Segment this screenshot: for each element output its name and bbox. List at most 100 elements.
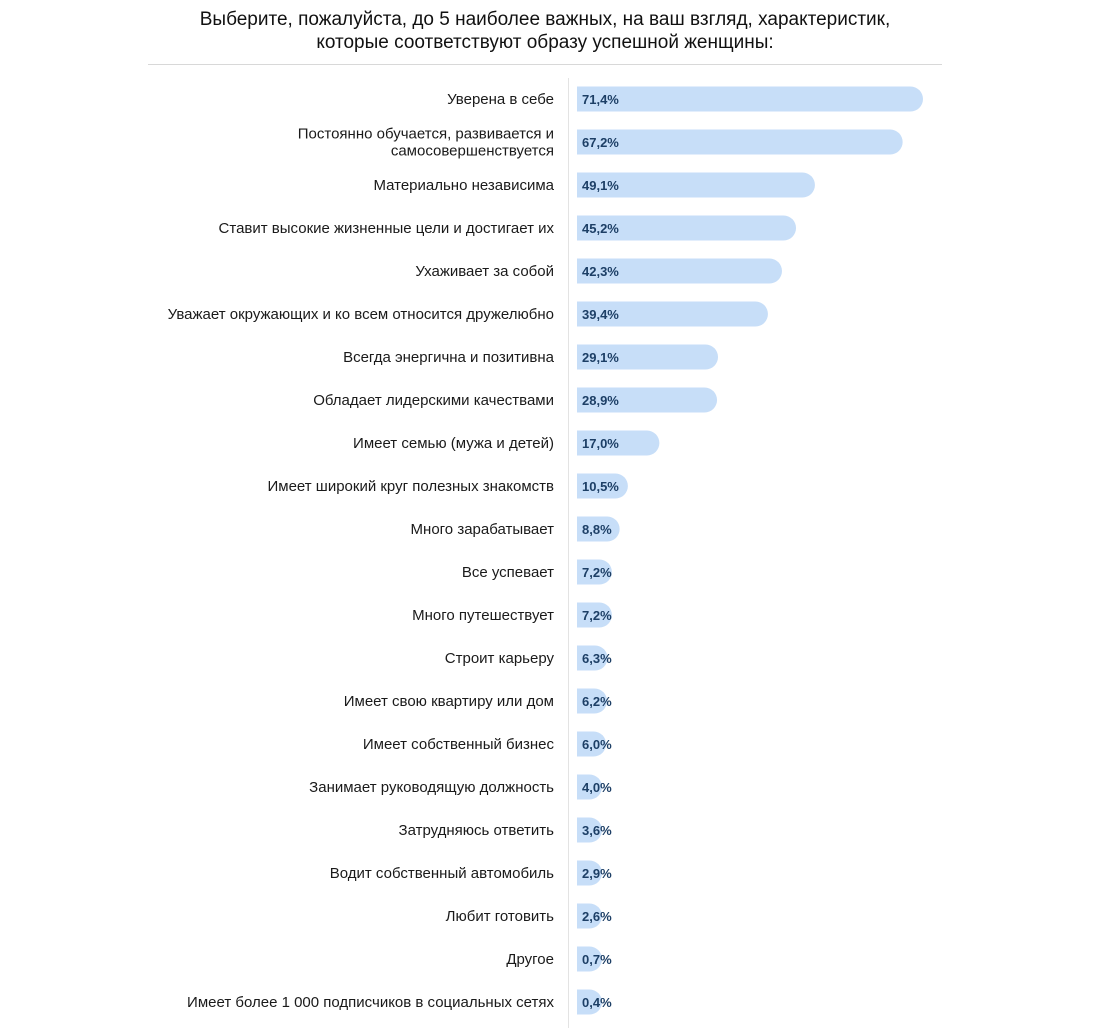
bar-left-edge-17	[577, 817, 590, 843]
bar-left-edge-13	[577, 645, 590, 671]
value-label-12: 7,2%	[582, 608, 612, 623]
bar-9	[577, 473, 628, 499]
category-label-18-line-0: Водит собственный автомобиль	[330, 865, 554, 882]
category-label-10-line-0: Много зарабатывает	[411, 521, 555, 538]
bar-4	[577, 258, 782, 284]
category-label-20: Другое	[506, 951, 554, 968]
value-label-18: 2,9%	[582, 866, 612, 881]
category-label-12: Много путешествует	[412, 607, 554, 624]
bar-left-edge-7	[577, 387, 590, 413]
bar-left-edge-3	[577, 215, 590, 241]
value-label-20: 0,7%	[582, 952, 612, 967]
category-label-1: Постоянно обучается, развивается и самосо…	[298, 126, 554, 160]
category-label-3-line-0: Ставит высокие жизненные цели и достигае…	[219, 220, 555, 237]
category-label-6-line-0: Всегда энергична и позитивна	[343, 349, 555, 366]
category-label-0: Уверена в себе	[447, 91, 554, 108]
value-label-11: 7,2%	[582, 565, 612, 580]
bar-left-edge-8	[577, 430, 590, 456]
bar-left-edge-2	[577, 172, 590, 198]
value-label-5: 39,4%	[582, 307, 619, 322]
category-label-19-line-0: Любит готовить	[446, 908, 555, 925]
bar-left-edge-10	[577, 516, 590, 542]
category-label-9-line-0: Имеет широкий круг полезных знакомств	[267, 478, 554, 495]
value-label-16: 4,0%	[582, 780, 612, 795]
category-label-16: Занимает руководящую должность	[309, 779, 554, 796]
bar-left-edge-16	[577, 774, 590, 800]
bar-left-edge-18	[577, 860, 590, 886]
bar-left-edge-21	[577, 989, 590, 1015]
category-label-14: Имеет свою квартиру или дом	[344, 693, 554, 710]
bar-6	[577, 344, 719, 370]
chart-title-line-1: Выберите, пожалуйста, до 5 наиболее важн…	[199, 9, 891, 30]
value-label-13: 6,3%	[582, 651, 612, 666]
bar-left-edge-4	[577, 258, 590, 284]
bar-0	[577, 86, 923, 112]
bar-1	[577, 129, 903, 155]
value-label-9: 10,5%	[582, 479, 619, 494]
category-label-13-line-0: Строит карьеру	[445, 650, 555, 667]
category-label-6: Всегда энергична и позитивна	[343, 349, 555, 366]
category-label-15-line-0: Имеет собственный бизнес	[363, 736, 555, 753]
category-label-10: Много зарабатывает	[411, 521, 555, 538]
bar-3	[577, 215, 797, 241]
value-label-3: 45,2%	[582, 221, 619, 236]
bar-left-edge-12	[577, 602, 590, 628]
category-label-4-line-0: Ухаживает за собой	[415, 263, 554, 280]
bar-7	[577, 387, 718, 413]
category-label-3: Ставит высокие жизненные цели и достигае…	[219, 220, 555, 237]
category-label-18: Водит собственный автомобиль	[330, 865, 554, 882]
value-label-1: 67,2%	[582, 135, 619, 150]
title-divider	[148, 64, 942, 65]
bar-left-edge-6	[577, 344, 590, 370]
category-label-2: Материально независима	[373, 177, 554, 194]
value-label-15: 6,0%	[582, 737, 612, 752]
chart-title: Выберите, пожалуйста, до 5 наиболее важн…	[0, 8, 1090, 54]
bar-5	[577, 301, 768, 327]
category-label-14-line-0: Имеет свою квартиру или дом	[344, 693, 554, 710]
bar-left-edge-15	[577, 731, 590, 757]
chart-title-line-2: которые соответствуют образу успешной же…	[316, 32, 774, 53]
category-label-8-line-0: Имеет семью (мужа и детей)	[353, 435, 554, 452]
bar-2	[577, 172, 815, 198]
category-label-1-line-1: самосовершенствуется	[391, 143, 554, 160]
value-label-8: 17,0%	[582, 436, 619, 451]
bar-left-edge-11	[577, 559, 590, 585]
value-label-19: 2,6%	[582, 909, 612, 924]
bar-left-edge-0	[577, 86, 590, 112]
value-label-14: 6,2%	[582, 694, 612, 709]
category-label-11-line-0: Все успевает	[462, 564, 554, 581]
category-label-0-line-0: Уверена в себе	[447, 91, 554, 108]
value-label-17: 3,6%	[582, 823, 612, 838]
value-label-0: 71,4%	[582, 92, 619, 107]
category-label-15: Имеет собственный бизнес	[363, 736, 555, 753]
category-label-7-line-0: Обладает лидерскими качествами	[313, 392, 554, 409]
category-label-20-line-0: Другое	[506, 951, 554, 968]
chart-axis-line	[568, 78, 569, 1028]
bar-left-edge-14	[577, 688, 590, 714]
bar-left-edge-20	[577, 946, 590, 972]
bar-left-edge-9	[577, 473, 590, 499]
value-label-2: 49,1%	[582, 178, 619, 193]
category-label-21: Имеет более 1 000 подписчиков в социальн…	[187, 994, 554, 1011]
category-label-4: Ухаживает за собой	[415, 263, 554, 280]
value-label-10: 8,8%	[582, 522, 612, 537]
value-label-21: 0,4%	[582, 995, 612, 1010]
category-label-2-line-0: Материально независима	[373, 177, 554, 194]
category-label-7: Обладает лидерскими качествами	[313, 392, 554, 409]
category-label-19: Любит готовить	[446, 908, 555, 925]
bar-left-edge-1	[577, 129, 590, 155]
category-label-8: Имеет семью (мужа и детей)	[353, 435, 554, 452]
category-label-16-line-0: Занимает руководящую должность	[309, 779, 554, 796]
category-label-1-line-0: Постоянно обучается, развивается и	[298, 126, 554, 143]
category-label-12-line-0: Много путешествует	[412, 607, 554, 624]
category-label-9: Имеет широкий круг полезных знакомств	[267, 478, 554, 495]
bar-8	[577, 430, 660, 456]
category-label-11: Все успевает	[462, 564, 554, 581]
bar-left-edge-19	[577, 903, 590, 929]
category-label-13: Строит карьеру	[445, 650, 555, 667]
category-label-21-line-0: Имеет более 1 000 подписчиков в социальн…	[187, 994, 554, 1011]
category-label-5-line-0: Уважает окружающих и ко всем относится д…	[168, 306, 554, 323]
value-label-6: 29,1%	[582, 350, 619, 365]
category-label-17: Затрудняюсь ответить	[399, 822, 555, 839]
